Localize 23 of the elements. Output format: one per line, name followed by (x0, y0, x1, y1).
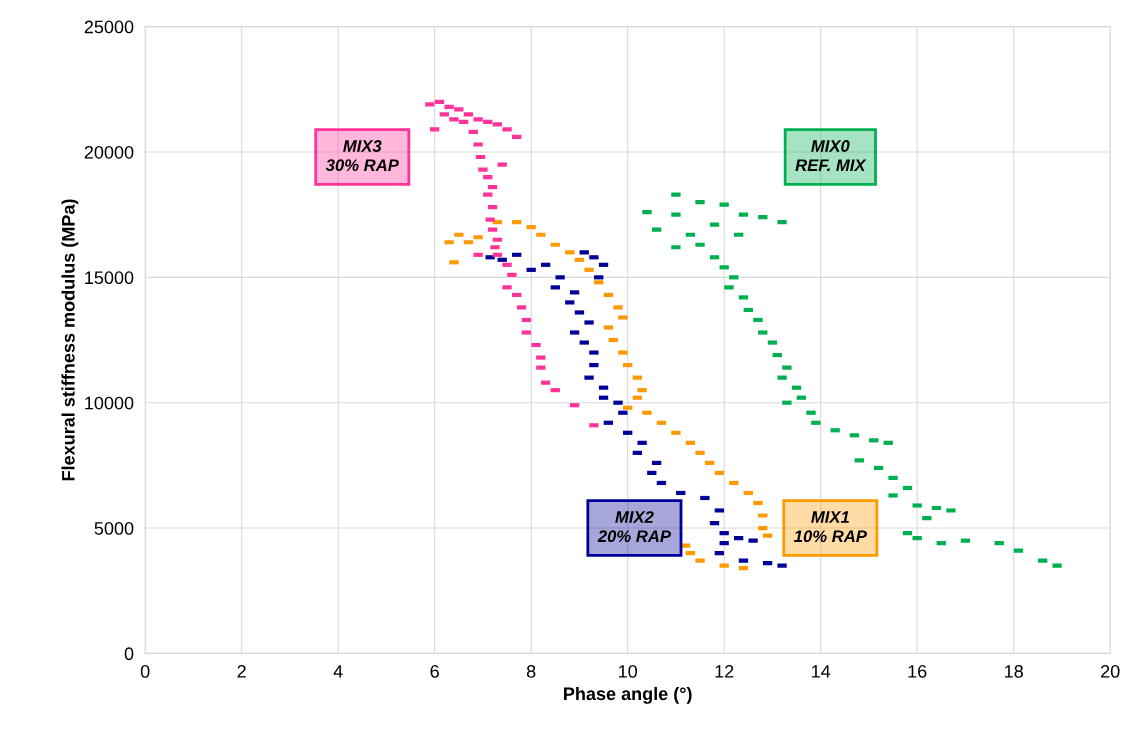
y-tick-label: 25000 (84, 20, 134, 34)
x-tick-label: 6 (430, 665, 439, 678)
x-tick-label: 12 (715, 665, 734, 678)
x-tick-label: 20 (1101, 665, 1120, 678)
x-tick-label: 2 (237, 665, 246, 678)
text: MIX0 REF. MIX (795, 140, 867, 171)
y-tick-label: 20000 (84, 145, 134, 159)
x-tick-label: 8 (526, 665, 536, 678)
x-axis-title: Phase angle (°) (564, 686, 692, 704)
y-tick-label: 10000 (85, 396, 134, 410)
series-label: MIX3 30% RAP (325, 140, 399, 172)
y-axis-title: Flexural stiffness modulus (MPa) (61, 199, 79, 481)
x-tick-label: 16 (908, 665, 927, 678)
y-tick-label: 0 (124, 647, 134, 661)
x-tick-label: 14 (812, 665, 831, 678)
y-tick-label: 5000 (94, 522, 134, 535)
x-tick-label: 18 (1005, 665, 1023, 678)
x-tick-label: 4 (333, 665, 343, 678)
x-tick-label: 0 (140, 665, 150, 678)
y-tick-label: 15000 (85, 271, 134, 285)
series-label: MIX1 10% RAP (794, 511, 867, 543)
series-label: MIX2 20% RAP (597, 511, 672, 543)
x-tick-label: 10 (619, 665, 638, 678)
